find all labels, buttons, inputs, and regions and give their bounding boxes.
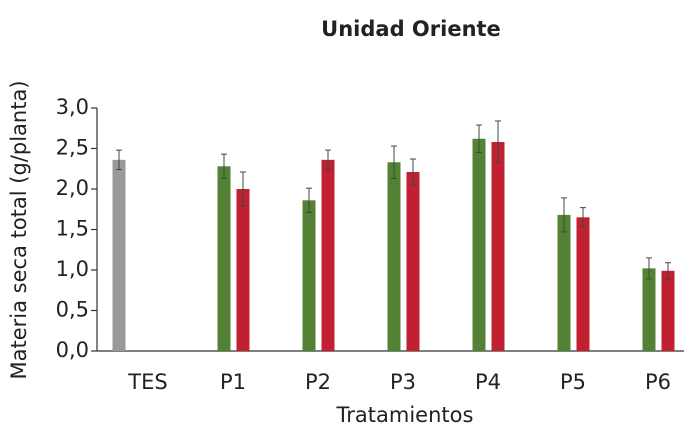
y-tick-label: 1,5 bbox=[56, 217, 89, 241]
x-tick-label: P6 bbox=[645, 370, 671, 394]
bar bbox=[642, 268, 656, 351]
error-bar bbox=[325, 149, 331, 171]
x-tick-label: P1 bbox=[220, 370, 246, 394]
y-tick-label: 3,0 bbox=[56, 95, 89, 119]
bar bbox=[112, 159, 126, 351]
error-bar bbox=[240, 171, 246, 207]
bar bbox=[661, 270, 675, 351]
error-bar bbox=[665, 262, 671, 280]
y-axis-label: Materia seca total (g/planta) bbox=[7, 80, 31, 379]
x-tick-label: P4 bbox=[475, 370, 501, 394]
y-tick-label: 0,0 bbox=[56, 338, 89, 362]
bar bbox=[302, 200, 316, 351]
x-tick-label: P3 bbox=[390, 370, 416, 394]
bar bbox=[236, 189, 250, 351]
x-tick-label: P2 bbox=[305, 370, 331, 394]
chart-title: Unidad Oriente bbox=[321, 17, 501, 41]
error-bar bbox=[410, 158, 416, 186]
y-tick-label: 0,5 bbox=[56, 298, 89, 322]
bar bbox=[557, 214, 571, 351]
error-bar bbox=[221, 153, 227, 179]
bar bbox=[576, 217, 590, 351]
error-bar bbox=[306, 187, 312, 213]
error-bar bbox=[561, 197, 567, 233]
bar bbox=[321, 159, 335, 351]
error-bar bbox=[646, 257, 652, 280]
x-tick-label: TES bbox=[127, 370, 167, 394]
y-tick-label: 2,0 bbox=[56, 176, 89, 200]
bar bbox=[217, 166, 231, 351]
x-tick-label: P5 bbox=[560, 370, 586, 394]
y-tick-label: 2,5 bbox=[56, 136, 89, 160]
y-tick-label: 1,0 bbox=[56, 257, 89, 281]
bar bbox=[406, 171, 420, 351]
bar bbox=[387, 162, 401, 351]
error-bar bbox=[580, 207, 586, 228]
x-axis-label: Tratamientos bbox=[336, 403, 474, 427]
bar bbox=[491, 142, 505, 351]
error-bar bbox=[116, 149, 122, 171]
error-bar bbox=[476, 124, 482, 154]
bar bbox=[472, 138, 486, 351]
error-bar bbox=[495, 120, 501, 164]
error-bar bbox=[391, 145, 397, 179]
